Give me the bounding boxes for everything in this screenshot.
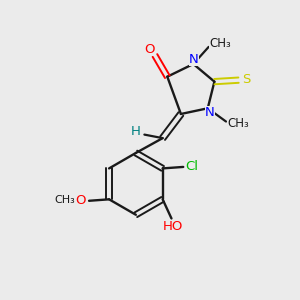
Text: CH₃: CH₃ xyxy=(227,117,249,130)
Text: O: O xyxy=(76,194,86,207)
Text: CH₃: CH₃ xyxy=(209,38,231,50)
Text: CH₃: CH₃ xyxy=(55,195,75,205)
Text: Cl: Cl xyxy=(186,160,199,173)
Text: O: O xyxy=(144,43,154,56)
Text: H: H xyxy=(131,124,141,138)
Text: S: S xyxy=(243,73,251,86)
Text: N: N xyxy=(205,106,215,119)
Text: HO: HO xyxy=(163,220,183,233)
Text: N: N xyxy=(189,53,199,66)
